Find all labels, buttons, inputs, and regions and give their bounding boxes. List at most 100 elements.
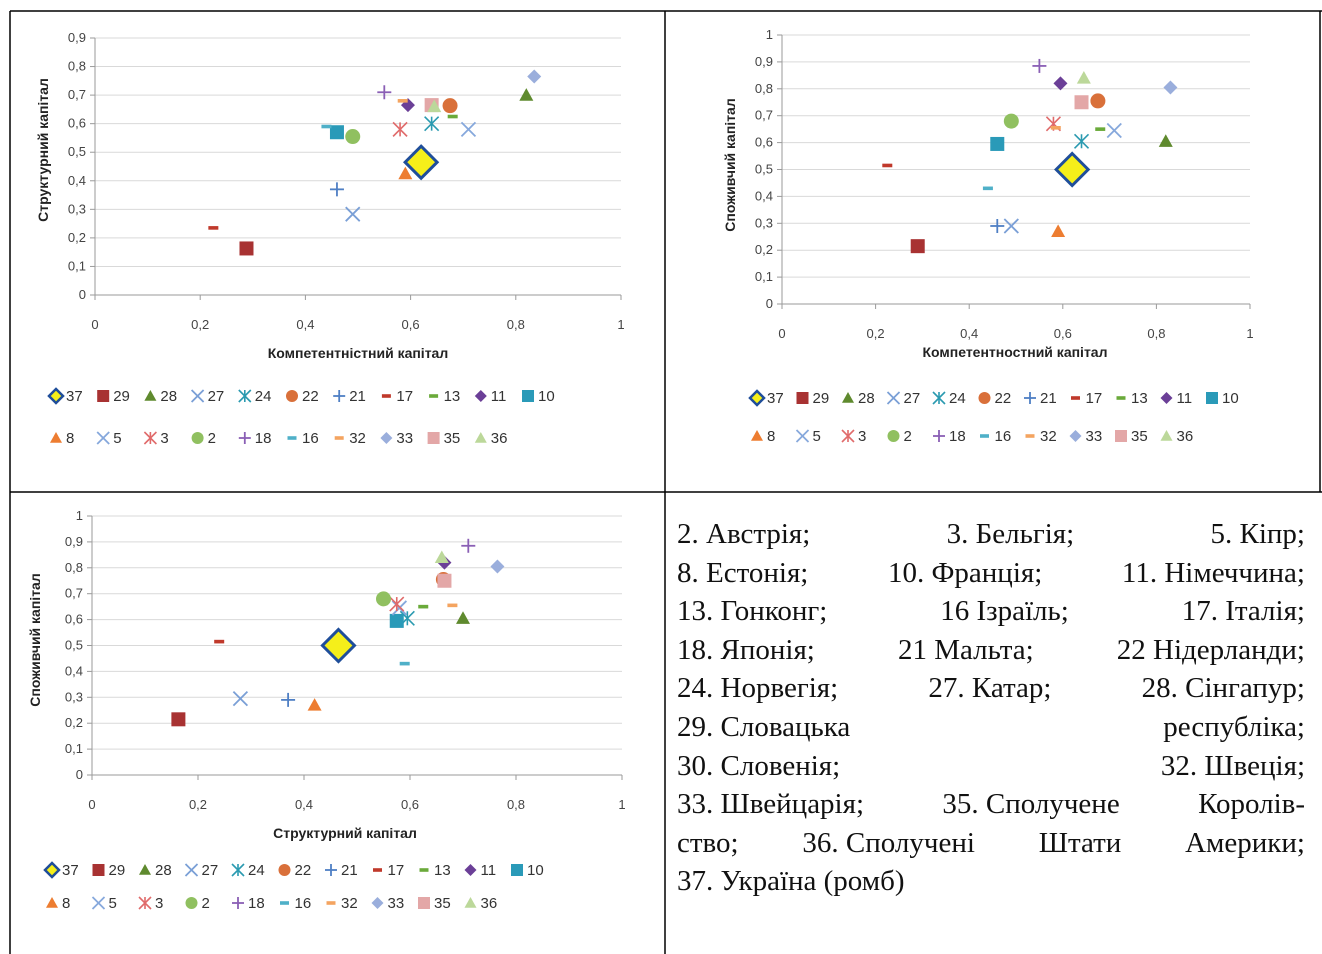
x-tick-label: 0,2 [191, 317, 209, 332]
x-tick-label: 0,8 [1147, 326, 1165, 341]
legend-marker-32 [326, 901, 336, 905]
legend-marker-17 [381, 394, 391, 398]
y-tick-label: 0,9 [68, 30, 86, 45]
point-10 [389, 613, 404, 628]
description-segment: 35. Сполучене [942, 788, 1120, 821]
y-tick-label: 0,7 [65, 586, 83, 601]
description-segment: 13. Гонконг; [677, 595, 828, 628]
legend-marker-35 [427, 432, 440, 444]
legend-label: 21 [341, 862, 358, 879]
point-3 [389, 596, 405, 612]
legend-marker-33 [380, 432, 393, 444]
point-2 [376, 591, 391, 607]
legend-item-2: 2 [185, 895, 210, 912]
legend-item-5: 5 [96, 430, 122, 447]
legend-marker-16 [280, 901, 289, 905]
point-33 [527, 69, 542, 84]
legend-label: 11 [491, 388, 507, 405]
point-36 [434, 550, 449, 564]
point-10 [990, 136, 1005, 151]
legend-item-27: 27 [886, 390, 920, 407]
legend-marker-2 [185, 897, 198, 909]
x-tick-label: 0,6 [1054, 326, 1072, 341]
description-segment: 16 Ізраїль; [940, 595, 1069, 628]
description-line: 2. Австрія; 3. Бельгія; 5. Кіпр; [677, 515, 1305, 554]
y-tick-label: 0,4 [65, 663, 83, 678]
point-27 [345, 206, 361, 222]
legend-label: 33 [388, 895, 405, 912]
point-22 [1090, 93, 1106, 109]
point-27 [232, 690, 249, 707]
point-5 [1106, 122, 1122, 139]
x-tick-label: 0 [778, 326, 785, 341]
description-segment: 17. Італія; [1181, 595, 1305, 628]
legend-label: 3 [160, 430, 168, 447]
legend-label: 32 [1040, 428, 1057, 445]
legend-item-17: 17 [373, 862, 404, 879]
legend-item-35: 35 [1115, 428, 1148, 445]
legend-marker-27 [886, 391, 901, 405]
legend-marker-3 [138, 896, 152, 910]
legend-marker-36 [474, 432, 487, 443]
legend-marker-32 [334, 436, 344, 440]
legend-label: 22 [302, 388, 319, 405]
point-36 [1076, 71, 1091, 84]
y-tick-label: 0,1 [65, 741, 83, 756]
legend-label: 32 [341, 895, 358, 912]
legend-marker-3 [841, 429, 855, 443]
legend-label: 17 [388, 862, 405, 879]
legend-label: 17 [1086, 390, 1103, 407]
legend-marker-16 [980, 434, 989, 438]
legend-item-11: 11 [464, 862, 496, 879]
x-tick-label: 0,4 [296, 317, 314, 332]
legend-item-37: 37 [748, 389, 784, 407]
legend-label: 33 [396, 430, 413, 447]
legend-marker-5 [795, 429, 810, 443]
point-33 [490, 559, 505, 574]
legend-marker-8 [50, 432, 62, 443]
legend-label: 10 [527, 862, 544, 879]
legend-label: 35 [434, 895, 451, 912]
x-tick-label: 1 [618, 797, 625, 812]
legend-item-29: 29 [92, 862, 126, 879]
point-5 [391, 600, 408, 616]
legend-item-8: 8 [751, 428, 775, 445]
point-18 [461, 538, 476, 553]
description-segment: 37. Україна (ромб) [677, 865, 905, 898]
x-tick-label: 0,4 [295, 797, 313, 812]
legend-item-32: 32 [334, 430, 366, 447]
point-18 [1032, 58, 1047, 73]
x-tick-label: 0,6 [401, 797, 419, 812]
legend-label: 3 [155, 895, 163, 912]
legend-marker-36 [464, 897, 477, 908]
legend-label: 28 [858, 390, 875, 407]
legend-label: 35 [1131, 428, 1148, 445]
legend-marker-27 [190, 389, 205, 403]
legend-label: 29 [109, 862, 126, 879]
legend-marker-36 [1160, 430, 1173, 441]
point-21 [329, 182, 344, 197]
legend-marker-13 [1116, 396, 1126, 400]
description-segment: ство; [677, 826, 739, 859]
legend-label: 27 [208, 388, 225, 405]
legend-item-10: 10 [522, 388, 555, 405]
point-29 [239, 241, 254, 256]
legend-item-11: 11 [1160, 390, 1192, 407]
legend-label: 22 [295, 862, 312, 879]
y-tick-label: 0,2 [65, 715, 83, 730]
x-tick-label: 1 [1246, 326, 1253, 341]
point-37 [402, 144, 440, 181]
description-segment: 2. Австрія; [677, 518, 811, 550]
y-tick-label: 0,1 [755, 269, 773, 284]
legend-marker-11 [1160, 392, 1173, 404]
legend-item-17: 17 [1071, 390, 1102, 407]
y-tick-label: 0,6 [755, 135, 773, 150]
legend-label: 10 [1222, 390, 1239, 407]
description-segment: 28. Сінгапур; [1141, 672, 1305, 705]
point-16 [982, 186, 993, 191]
point-13 [418, 604, 429, 609]
point-33 [1163, 80, 1178, 95]
legend-label: 10 [538, 388, 555, 405]
point-2 [1003, 113, 1019, 129]
